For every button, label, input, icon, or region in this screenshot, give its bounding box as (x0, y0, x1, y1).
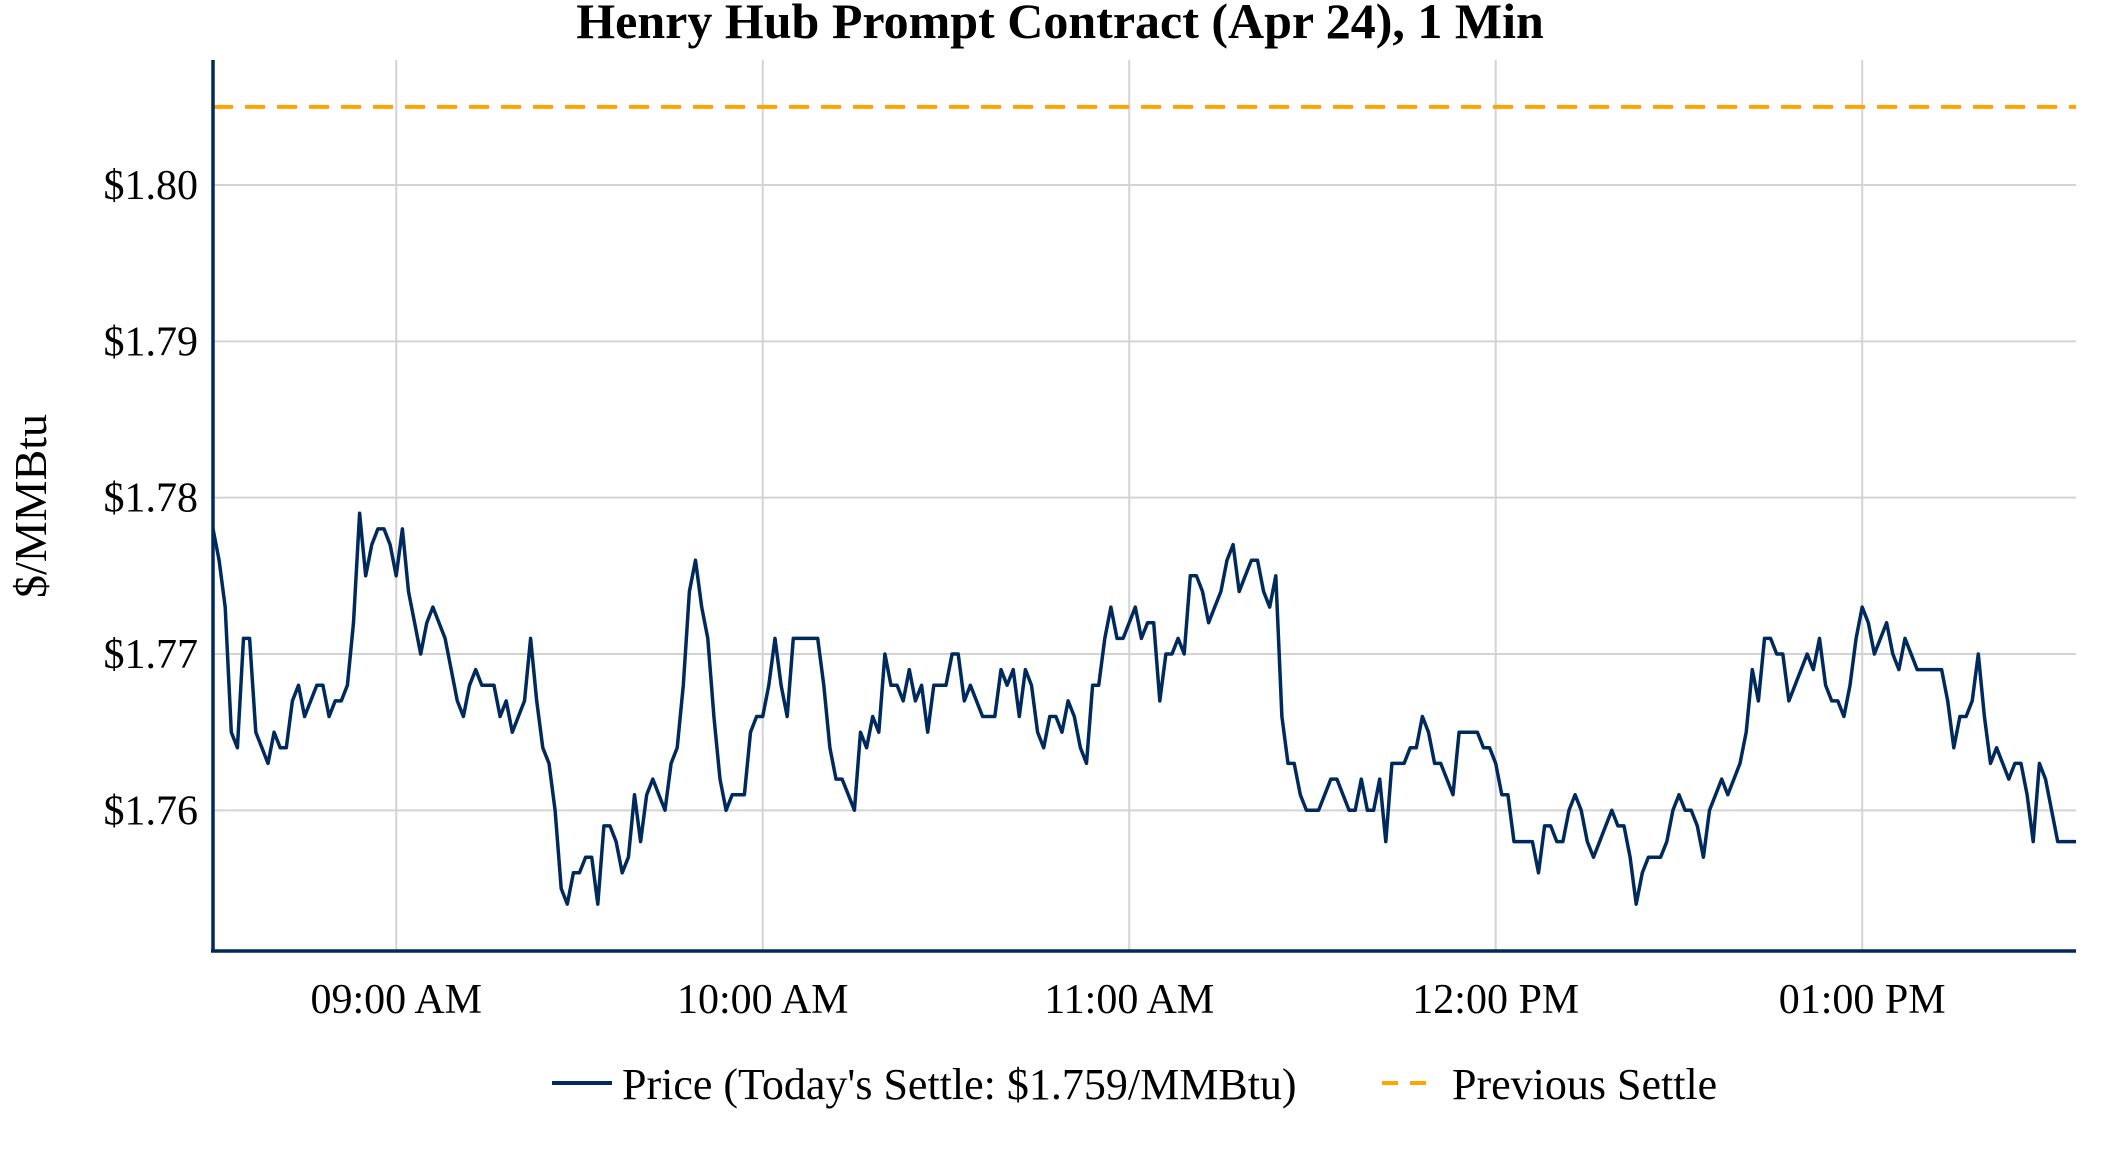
legend-previous-settle-label: Previous Settle (1452, 1060, 1717, 1109)
y-tick-label: $1.76 (104, 788, 199, 834)
x-tick-label: 11:00 AM (1044, 977, 1214, 1023)
y-axis-ticks: $1.76 $1.77 $1.78 $1.79 $1.80 (104, 163, 199, 834)
y-tick-label: $1.77 (104, 632, 199, 678)
legend: Price (Today's Settle: $1.759/MMBtu) Pre… (552, 1060, 1717, 1109)
y-axis-label: $/MMBtu (5, 414, 56, 598)
chart-title: Henry Hub Prompt Contract (Apr 24), 1 Mi… (576, 0, 1544, 49)
gridlines (213, 60, 2076, 951)
y-tick-label: $1.80 (104, 163, 199, 209)
x-tick-label: 09:00 AM (310, 977, 482, 1023)
y-tick-label: $1.79 (104, 319, 199, 365)
price-series-line (211, 511, 2076, 906)
legend-price-label: Price (Today's Settle: $1.759/MMBtu) (622, 1060, 1297, 1109)
x-tick-label: 12:00 PM (1412, 977, 1579, 1023)
x-tick-label: 01:00 PM (1779, 977, 1946, 1023)
y-tick-label: $1.78 (104, 476, 199, 522)
x-tick-label: 10:00 AM (677, 977, 849, 1023)
x-axis-ticks: 09:00 AM 10:00 AM 11:00 AM 12:00 PM 01:0… (310, 977, 1945, 1023)
